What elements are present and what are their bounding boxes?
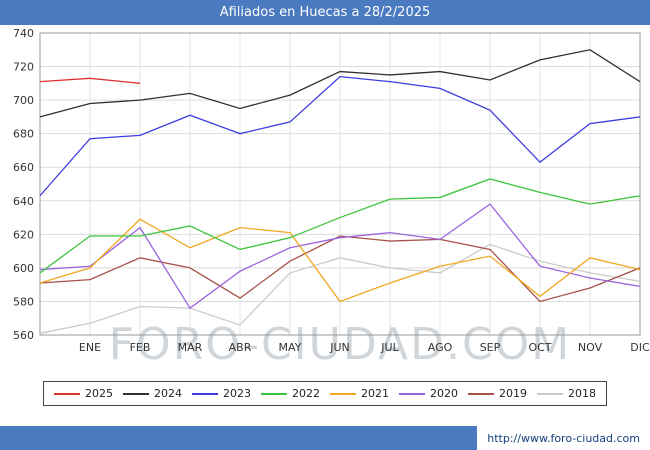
legend-swatch-2025 — [54, 392, 80, 395]
x-tick-label: JUL — [380, 341, 399, 354]
x-tick-label: DIC — [630, 341, 650, 354]
legend-swatch-2018 — [537, 392, 563, 395]
y-tick-label: 660 — [13, 161, 34, 174]
legend-item-2025: 2025 — [54, 387, 113, 400]
legend-label: 2025 — [85, 387, 113, 400]
x-tick-label: ENE — [79, 341, 101, 354]
y-tick-label: 620 — [13, 228, 34, 241]
x-tick-label: MAR — [178, 341, 203, 354]
y-tick-label: 680 — [13, 128, 34, 141]
series-line-2025 — [39, 77, 141, 84]
series-line-2018 — [39, 243, 641, 334]
y-tick-label: 600 — [13, 262, 34, 275]
y-tick-label: 640 — [13, 195, 34, 208]
x-tick-label: AGO — [428, 341, 453, 354]
legend-label: 2024 — [154, 387, 182, 400]
x-tick-label: OCT — [528, 341, 551, 354]
footer-url-chip: http://www.foro-ciudad.com — [477, 426, 650, 450]
x-tick-label: ABR — [229, 341, 252, 354]
y-tick-label: 700 — [13, 94, 34, 107]
series-line-2020 — [39, 203, 641, 310]
legend-swatch-2019 — [468, 392, 494, 395]
series-line-2022 — [39, 178, 641, 274]
legend-swatch-2021 — [330, 392, 356, 395]
legend-item-2024: 2024 — [123, 387, 182, 400]
title-bar: Afiliados en Huecas a 28/2/2025 — [0, 0, 650, 25]
legend-label: 2018 — [568, 387, 596, 400]
legend-swatch-2022 — [261, 392, 287, 395]
x-tick-label: FEB — [130, 341, 151, 354]
legend-swatch-2024 — [123, 392, 149, 395]
series-line-2023 — [39, 75, 641, 197]
plot-border — [39, 32, 641, 336]
legend-label: 2019 — [499, 387, 527, 400]
legend-swatch-2023 — [192, 392, 218, 395]
x-tick-label: MAY — [279, 341, 302, 354]
watermark: FORO-CIUDAD.COM — [109, 319, 572, 370]
legend-item-2023: 2023 — [192, 387, 251, 400]
legend-label: 2022 — [292, 387, 320, 400]
series-line-2021 — [39, 218, 641, 303]
y-tick-label: 740 — [13, 27, 34, 40]
x-tick-label: NOV — [578, 341, 603, 354]
legend-label: 2020 — [430, 387, 458, 400]
x-tick-label: JUN — [329, 341, 350, 354]
y-tick-label: 720 — [13, 61, 34, 74]
legend-item-2022: 2022 — [261, 387, 320, 400]
legend-label: 2023 — [223, 387, 251, 400]
footer-bar: http://www.foro-ciudad.com — [0, 426, 650, 450]
series-line-2024 — [39, 49, 641, 118]
legend-swatch-2020 — [399, 392, 425, 395]
affiliates-line-chart: 560 580 600 620 640 660 680 700 720 740 FORO-CIUDA… — [13, 27, 650, 370]
legend: 2025 2024 2023 2022 2021 2020 2019 2018 — [43, 381, 607, 406]
legend-item-2021: 2021 — [330, 387, 389, 400]
legend-item-2018: 2018 — [537, 387, 596, 400]
legend-item-2020: 2020 — [399, 387, 458, 400]
page-title: Afiliados en Huecas a 28/2/2025 — [219, 5, 431, 20]
series-line-2019 — [39, 235, 641, 303]
legend-item-2019: 2019 — [468, 387, 527, 400]
legend-label: 2021 — [361, 387, 389, 400]
y-tick-label: 560 — [13, 329, 34, 342]
y-tick-label: 580 — [13, 295, 34, 308]
x-tick-label: SEP — [480, 341, 501, 354]
footer-link[interactable]: http://www.foro-ciudad.com — [487, 431, 640, 445]
